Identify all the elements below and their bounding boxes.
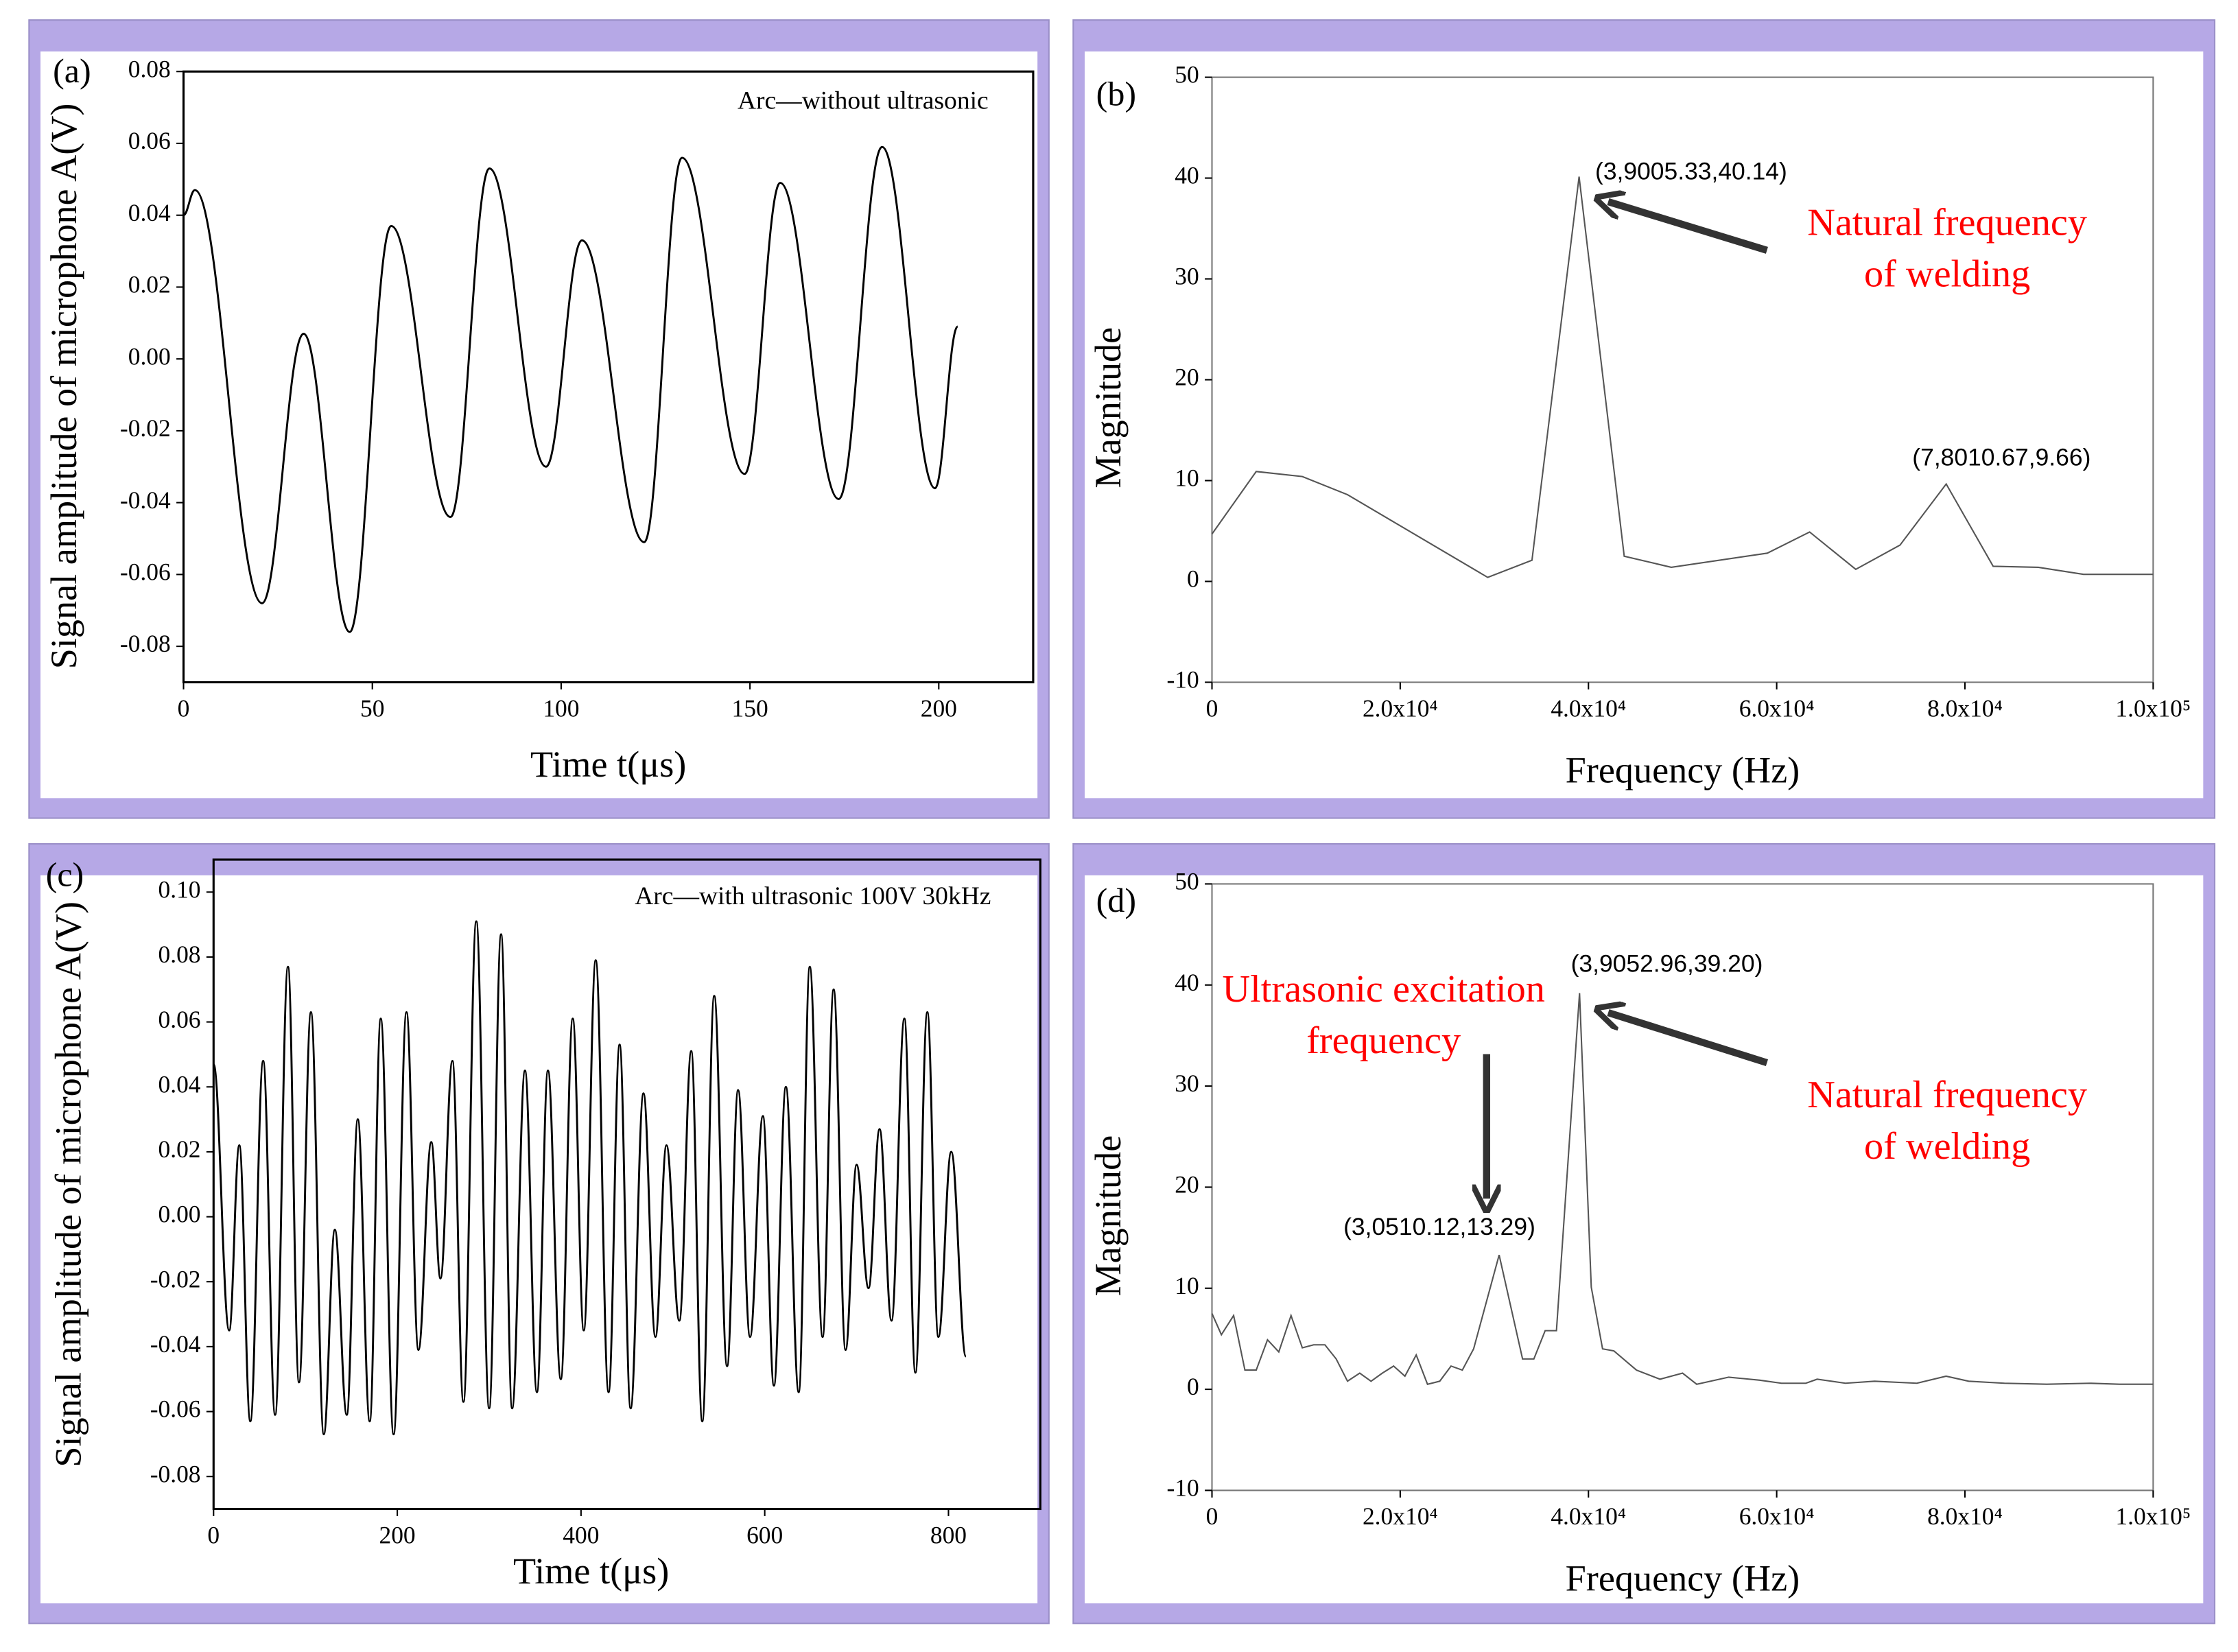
- annotation: of welding: [1864, 1125, 2030, 1168]
- y-tick-label: 30: [1175, 263, 1199, 290]
- x-tick-label: 6.0x10⁴: [1739, 1502, 1815, 1530]
- y-tick-label: -0.08: [120, 630, 171, 657]
- annotation: frequency: [1306, 1019, 1461, 1062]
- annotation: Natural frequency: [1807, 201, 2087, 244]
- y-tick-label: 10: [1175, 1272, 1199, 1299]
- y-axis-label: Magnitude: [1087, 1135, 1129, 1297]
- annotation: Ultrasonic excitation: [1222, 968, 1544, 1011]
- panel-label: (c): [46, 856, 84, 894]
- panel-background: [1084, 51, 2204, 799]
- y-axis-label: Signal amplitude of microphone A(V): [47, 901, 89, 1467]
- x-tick-label: 0: [178, 694, 190, 722]
- y-tick-label: 10: [1175, 464, 1199, 492]
- y-tick-label: 0.06: [128, 127, 171, 154]
- y-tick-label: 0.08: [158, 941, 201, 968]
- x-tick-label: 2.0x10⁴: [1363, 694, 1438, 722]
- x-axis-label: Frequency (Hz): [1566, 1557, 1800, 1598]
- x-tick-label: 100: [543, 694, 579, 722]
- x-axis-label: Time t(μs): [513, 1550, 669, 1592]
- x-axis-label: Frequency (Hz): [1566, 749, 1800, 790]
- plot-area: [182, 70, 1035, 684]
- x-tick-label: 4.0x10⁴: [1551, 694, 1626, 722]
- panel-background: [40, 51, 1038, 799]
- y-tick-label: -0.06: [150, 1395, 201, 1423]
- x-tick-label: 200: [921, 694, 957, 722]
- y-tick-label: 50: [1175, 868, 1199, 895]
- y-tick-label: 0.08: [128, 55, 171, 82]
- y-tick-label: -0.08: [150, 1460, 201, 1487]
- annotation: Natural frequency: [1807, 1074, 2087, 1116]
- annotation: Arc—with ultrasonic 100V 30kHz: [635, 882, 991, 910]
- y-tick-label: -0.04: [150, 1330, 201, 1358]
- x-tick-label: 4.0x10⁴: [1551, 1502, 1626, 1530]
- y-tick-label: 40: [1175, 162, 1199, 189]
- x-tick-label: 8.0x10⁴: [1927, 1502, 2003, 1530]
- x-tick-label: 1.0x10⁵: [2115, 694, 2191, 722]
- y-tick-label: -10: [1167, 666, 1199, 694]
- data-line: [212, 920, 967, 1436]
- y-tick-label: -0.06: [120, 558, 171, 586]
- x-axis-label: Time t(μs): [530, 744, 686, 785]
- annotation: (3,9005.33,40.14): [1595, 158, 1787, 185]
- x-tick-label: 400: [563, 1521, 599, 1548]
- x-tick-label: 0: [1206, 694, 1218, 722]
- panel-background: [1084, 875, 2204, 1604]
- y-axis-label: Magnitude: [1087, 327, 1129, 488]
- plot-area: [212, 858, 1041, 1511]
- data-line: [1211, 176, 2154, 578]
- y-tick-label: -0.02: [150, 1265, 201, 1293]
- x-tick-label: 200: [379, 1521, 416, 1548]
- y-tick-label: 0: [1187, 565, 1199, 593]
- annotation: Arc—without ultrasonic: [738, 87, 989, 115]
- annotation: of welding: [1864, 252, 2030, 295]
- panel-background: [40, 875, 1038, 1604]
- arrow: [1608, 1013, 1769, 1067]
- y-tick-label: 0.00: [128, 342, 171, 370]
- x-tick-label: 150: [732, 694, 768, 722]
- y-axis-label: Signal amplitude of microphone A(V): [43, 104, 84, 670]
- x-tick-label: 50: [360, 694, 384, 722]
- x-tick-label: 0: [1206, 1502, 1218, 1530]
- y-tick-label: 0.02: [158, 1135, 201, 1163]
- y-tick-label: -0.04: [120, 486, 171, 514]
- panel-label: (d): [1096, 881, 1136, 919]
- y-tick-label: 20: [1175, 1171, 1199, 1199]
- y-tick-label: 0.10: [158, 875, 201, 903]
- x-tick-label: 0: [207, 1521, 220, 1548]
- y-tick-label: 0.06: [158, 1006, 201, 1033]
- x-tick-label: 600: [746, 1521, 783, 1548]
- y-tick-label: 0.04: [128, 199, 171, 226]
- panel-label: (a): [53, 51, 91, 90]
- x-tick-label: 2.0x10⁴: [1363, 1502, 1438, 1530]
- y-tick-label: 30: [1175, 1070, 1199, 1097]
- data-line: [1211, 993, 2154, 1385]
- x-tick-label: 6.0x10⁴: [1739, 694, 1815, 722]
- annotation: (7,8010.67,9.66): [1912, 444, 2090, 471]
- annotation: (3,0510.12,13.29): [1343, 1213, 1535, 1240]
- y-tick-label: 50: [1175, 61, 1199, 88]
- panel-label: (b): [1096, 74, 1136, 113]
- x-tick-label: 1.0x10⁵: [2115, 1502, 2191, 1530]
- y-tick-label: 0.04: [158, 1070, 201, 1098]
- y-tick-label: -10: [1167, 1474, 1199, 1502]
- data-line: [182, 145, 959, 633]
- y-tick-label: 20: [1175, 364, 1199, 391]
- x-tick-label: 8.0x10⁴: [1927, 694, 2003, 722]
- y-tick-label: 40: [1175, 969, 1199, 996]
- y-tick-label: 0.02: [128, 271, 171, 298]
- y-tick-label: 0.00: [158, 1201, 201, 1228]
- x-tick-label: 800: [930, 1521, 967, 1548]
- y-tick-label: -0.02: [120, 414, 171, 442]
- arrow: [1608, 202, 1768, 254]
- annotation: (3,9052.96,39.20): [1571, 950, 1763, 978]
- y-tick-label: 0: [1187, 1373, 1199, 1400]
